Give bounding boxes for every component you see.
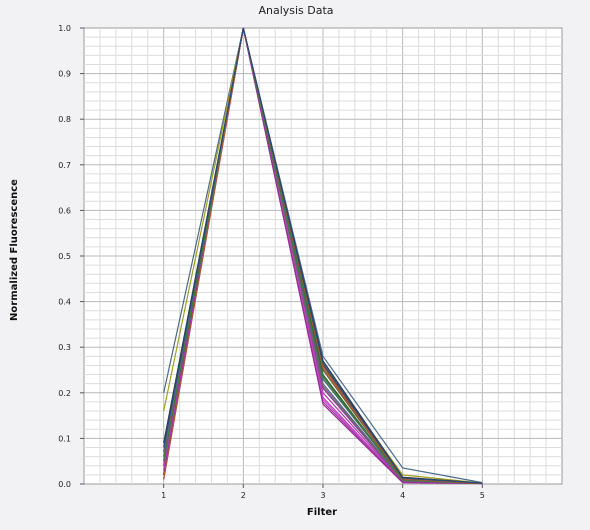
- x-tick-label: 3: [320, 491, 325, 500]
- y-tick-label: 0.8: [58, 115, 71, 124]
- y-tick-label: 0.1: [58, 434, 71, 443]
- x-tick-label: 4: [400, 491, 405, 500]
- y-axis-label: Normalized Fluorescence: [9, 179, 20, 321]
- y-tick-label: 0.0: [58, 480, 71, 489]
- y-tick-label: 0.9: [58, 70, 71, 79]
- y-tick-label: 1.0: [58, 24, 71, 33]
- y-tick-label: 0.2: [58, 389, 71, 398]
- y-tick-label: 0.7: [58, 161, 71, 170]
- y-axis-ticks: 0.0 0.1 0.2 0.3 0.4 0.5 0.6 0.7 0.8 0.9 1.0: [58, 24, 84, 489]
- x-axis-label: Filter: [307, 507, 337, 518]
- x-tick-label: 2: [241, 491, 246, 500]
- series-lines: [163, 27, 483, 485]
- y-tick-label: 0.6: [58, 206, 71, 215]
- chart-title: Analysis Data: [258, 4, 333, 17]
- x-tick-label: 1: [161, 491, 166, 500]
- x-tick-label: 5: [480, 491, 485, 500]
- series-line-1: [163, 27, 483, 484]
- y-tick-label: 0.3: [58, 343, 71, 352]
- x-axis-ticks: 1 2 3 4 5: [161, 484, 485, 500]
- series-line-17: [163, 27, 483, 485]
- series-line-18: [163, 27, 483, 484]
- y-tick-label: 0.5: [58, 252, 71, 261]
- y-tick-label: 0.4: [58, 298, 71, 307]
